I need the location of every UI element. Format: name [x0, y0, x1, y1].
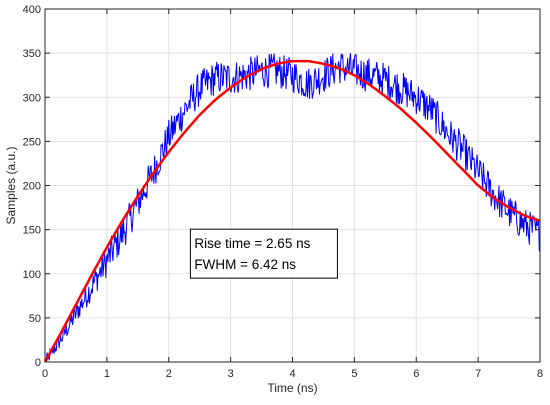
ticks: 0 1 2 3 4 5 6 7 8 0 50 100 150 200 250 300 350 400	[23, 4, 543, 380]
y-tick-label: 100	[23, 269, 41, 281]
x-tick-label: 1	[104, 368, 110, 380]
x-tick-label: 7	[475, 368, 481, 380]
fit-series-line	[43, 59, 541, 363]
x-tick-label: 0	[42, 368, 48, 380]
annotation-frame	[189, 228, 338, 279]
y-tick-label: 50	[29, 313, 41, 325]
x-tick-label: 5	[351, 368, 357, 380]
x-tick-label: 3	[228, 368, 234, 380]
x-tick-label: 4	[289, 368, 295, 380]
y-tick-label: 300	[23, 92, 41, 104]
y-tick-label: 0	[35, 357, 41, 369]
series-layer	[43, 53, 541, 363]
y-tick-label: 400	[23, 4, 41, 16]
y-tick-label: 150	[23, 225, 41, 237]
x-axis-label: Time (ns)	[267, 381, 317, 395]
rise-time-label: Rise time = 2.65 ns	[194, 236, 310, 251]
annotation-box: Rise time = 2.65 ns FWHM = 6.42 ns	[189, 228, 338, 279]
y-tick-label: 250	[23, 136, 41, 148]
x-tick-label: 6	[413, 368, 419, 380]
y-tick-label: 200	[23, 181, 41, 193]
fwhm-label: FWHM = 6.42 ns	[194, 257, 296, 272]
x-tick-label: 8	[537, 368, 543, 380]
y-tick-label: 350	[23, 48, 41, 60]
x-tick-label: 2	[166, 368, 172, 380]
y-axis-label: Samples (a.u.)	[4, 146, 18, 224]
